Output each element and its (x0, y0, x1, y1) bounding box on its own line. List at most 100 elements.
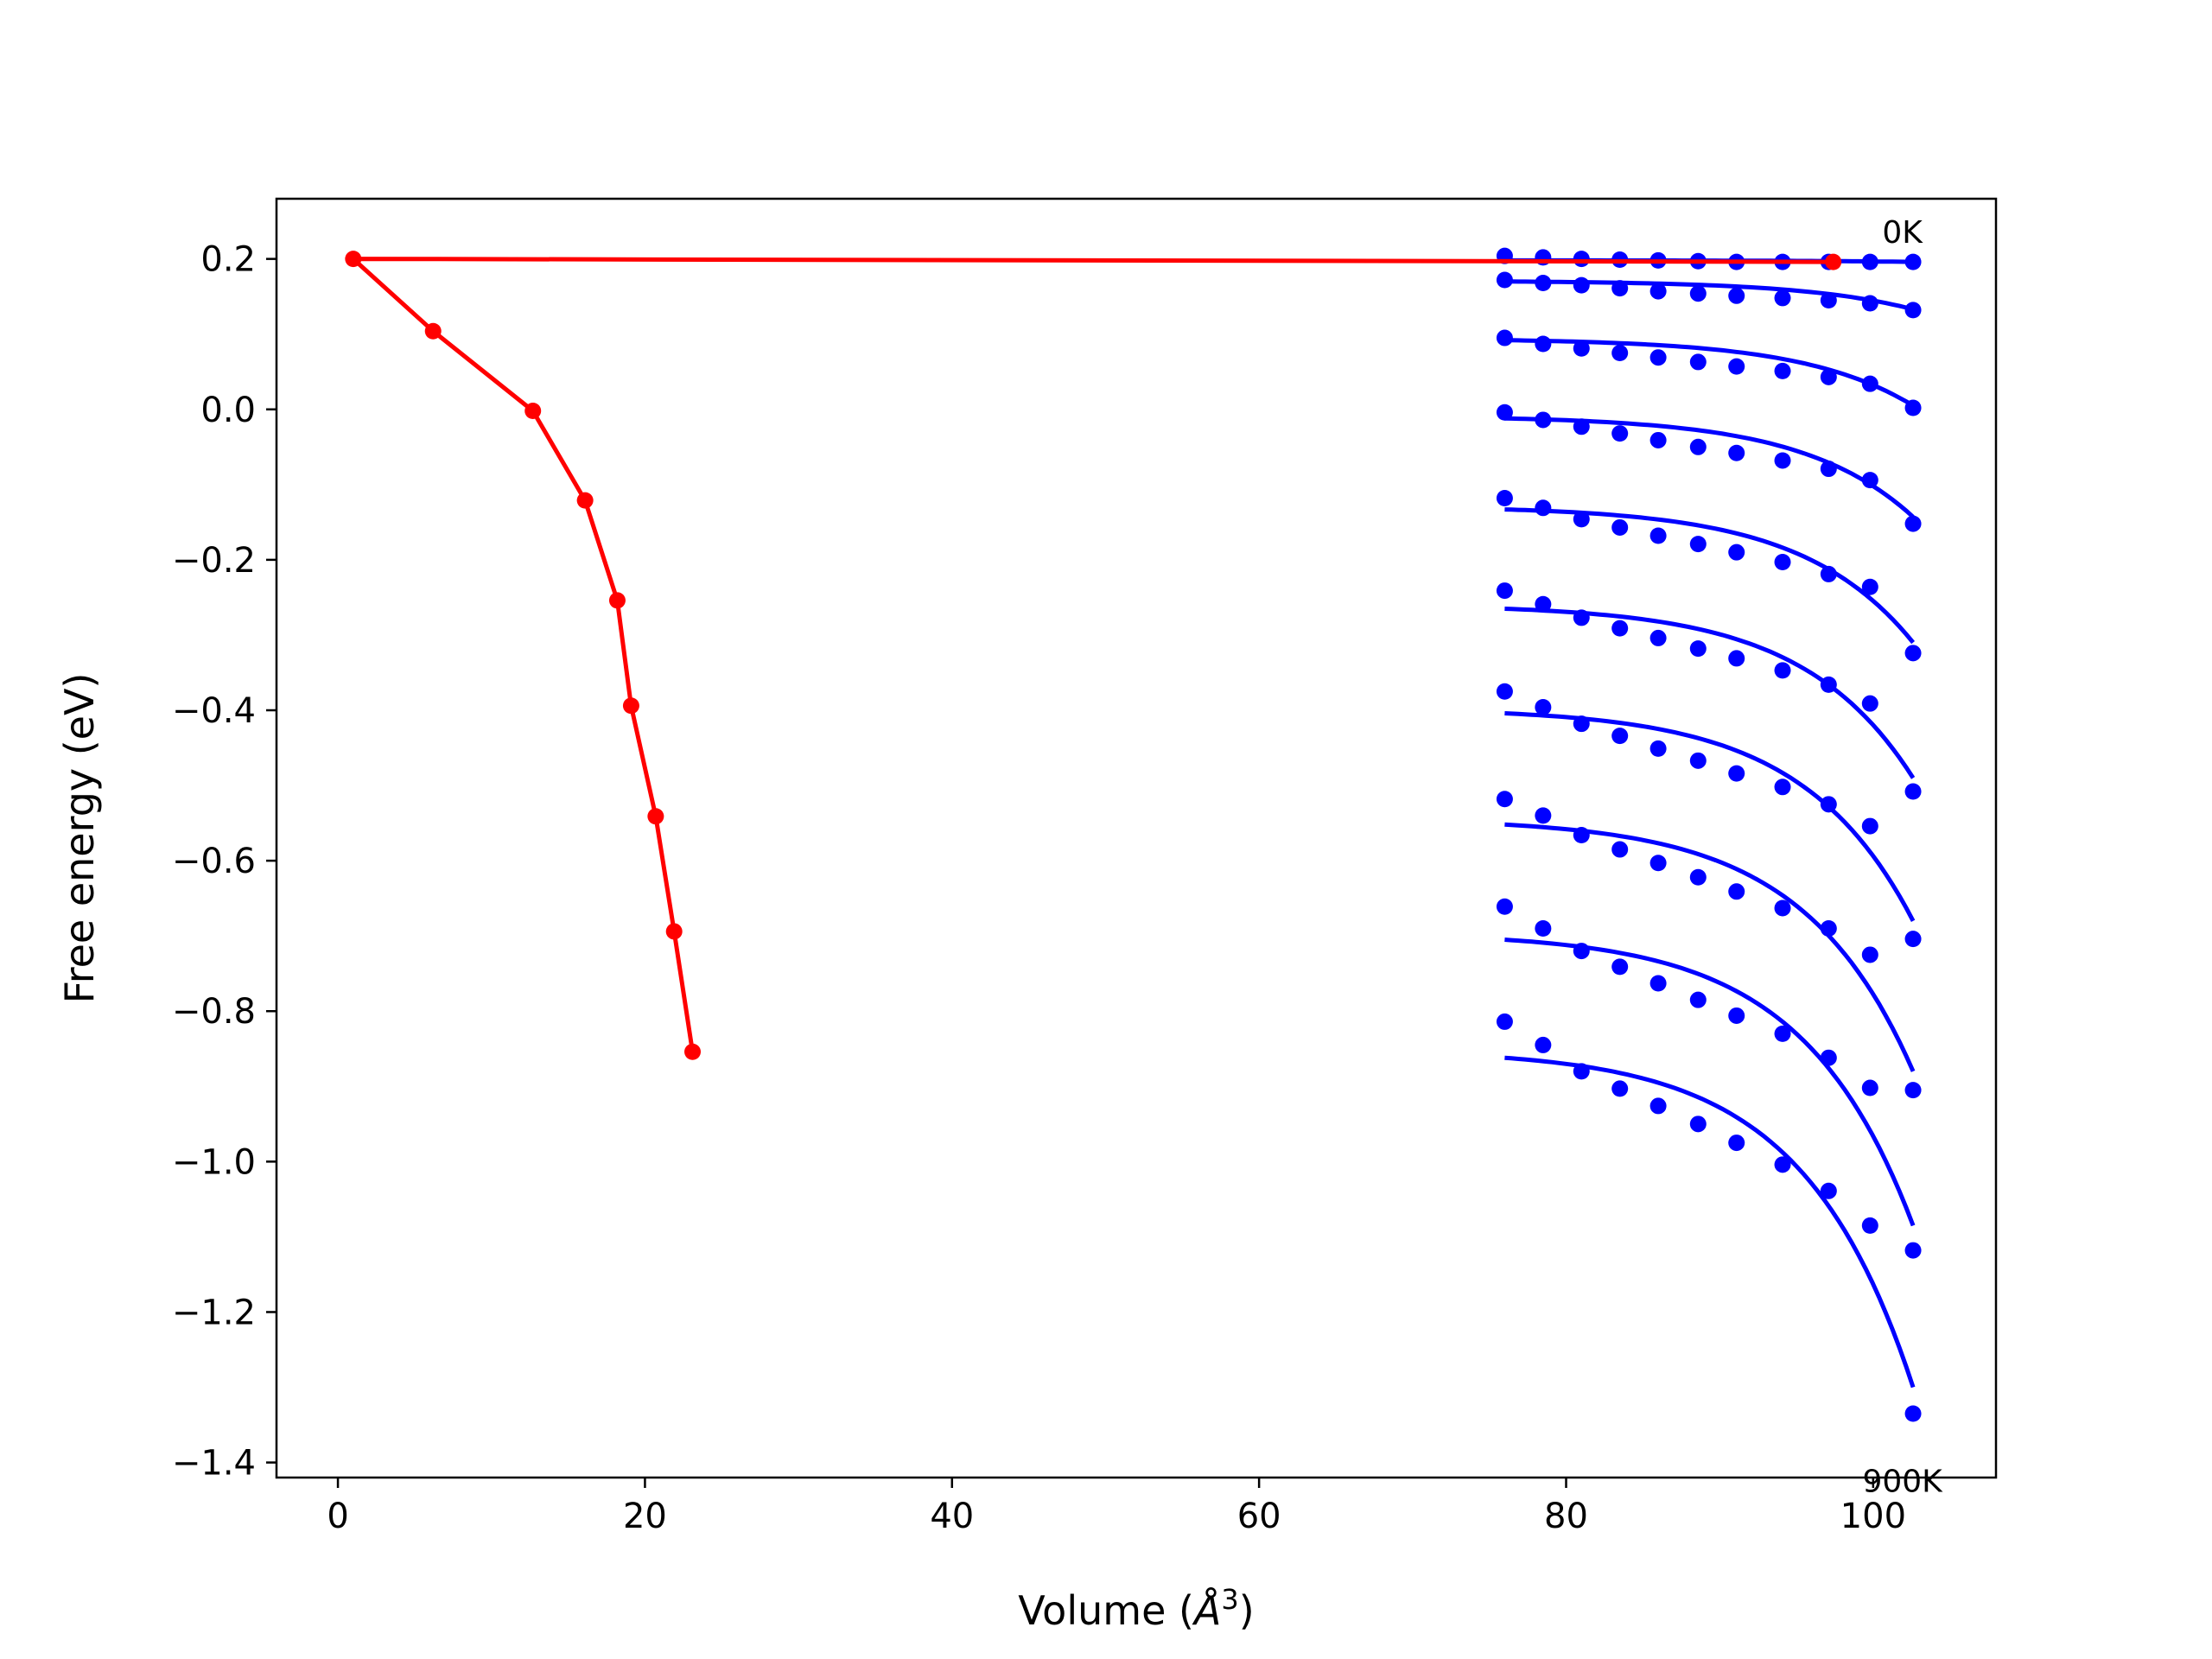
red-path-point-7 (647, 808, 664, 825)
point-s2-7 (1728, 287, 1745, 304)
fit-curve-4 (1504, 416, 1915, 519)
point-s6-9 (1820, 676, 1837, 693)
point-s10-11 (1904, 1405, 1922, 1422)
point-s10-5 (1649, 1097, 1667, 1115)
y-tick-label: −1.0 (172, 1142, 256, 1182)
point-s4-9 (1820, 461, 1837, 478)
point-s8-7 (1728, 883, 1745, 900)
point-s7-7 (1728, 765, 1745, 782)
point-s9-9 (1820, 1049, 1837, 1066)
point-s4-6 (1689, 438, 1707, 455)
point-s5-5 (1649, 527, 1667, 544)
fit-curve-7 (1504, 711, 1916, 922)
point-s9-11 (1904, 1242, 1922, 1259)
x-axis-label: Volume (Å3) (1018, 1583, 1254, 1634)
point-s5-7 (1728, 543, 1745, 561)
y-tick-label: −0.2 (172, 541, 256, 581)
point-s5-10 (1861, 578, 1878, 595)
point-s1-3 (1573, 251, 1590, 268)
red-path-point-6 (622, 697, 639, 715)
point-s2-10 (1861, 295, 1878, 312)
point-s8-2 (1535, 807, 1552, 824)
point-s3-6 (1689, 353, 1707, 371)
point-s8-1 (1496, 791, 1513, 808)
point-s2-2 (1535, 275, 1552, 292)
point-s10-8 (1774, 1156, 1791, 1173)
red-path-point-2 (424, 322, 442, 340)
y-tick-label: 0.2 (200, 240, 256, 280)
point-s5-2 (1535, 499, 1552, 517)
red-path (345, 251, 1842, 1060)
point-s9-1 (1496, 898, 1513, 915)
point-s4-1 (1496, 404, 1513, 421)
point-s8-8 (1774, 899, 1791, 917)
point-s2-4 (1611, 280, 1629, 297)
point-s3-10 (1861, 375, 1878, 392)
point-s8-6 (1689, 868, 1707, 886)
axes-background (276, 199, 1996, 1478)
y-tick-label: −1.4 (172, 1444, 256, 1484)
point-s6-3 (1573, 609, 1590, 626)
point-s4-10 (1861, 472, 1878, 489)
point-s7-6 (1689, 752, 1707, 769)
point-s7-3 (1573, 715, 1590, 733)
point-s10-1 (1496, 1013, 1513, 1030)
point-s9-4 (1611, 958, 1629, 976)
point-s7-4 (1611, 728, 1629, 745)
point-s9-5 (1649, 975, 1667, 992)
x-axis-ticks: 0 20 40 60 80 100 (327, 1478, 1906, 1536)
point-s5-8 (1774, 553, 1791, 570)
red-path-point-10 (1825, 253, 1842, 270)
point-s6-8 (1774, 662, 1791, 679)
point-s6-6 (1689, 640, 1707, 658)
fit-curve-10 (1504, 1055, 1916, 1389)
y-tick-label: −0.4 (172, 691, 256, 731)
point-s4-3 (1573, 418, 1590, 435)
fit-curve-9 (1504, 938, 1916, 1227)
point-s9-3 (1573, 943, 1590, 960)
point-s6-11 (1904, 783, 1922, 800)
red-path-point-8 (665, 923, 683, 940)
point-s2-11 (1904, 302, 1922, 319)
x-tick-label: 60 (1237, 1497, 1281, 1536)
point-s7-5 (1649, 740, 1667, 757)
point-s10-10 (1861, 1217, 1878, 1234)
point-s2-9 (1820, 292, 1837, 309)
red-path-line (351, 257, 1834, 1052)
y-axis-ticks: 0.2 0.0 −0.2 −0.4 −0.6 −0.8 −1.0 −1.2 −1.4 (172, 240, 276, 1484)
data-points (1496, 247, 1922, 1422)
y-tick-label: −0.6 (172, 842, 256, 881)
point-s7-9 (1820, 796, 1837, 813)
point-s3-4 (1611, 344, 1629, 361)
y-tick-label: −1.2 (172, 1293, 256, 1332)
point-s8-3 (1573, 827, 1590, 844)
fit-curve-5 (1504, 507, 1916, 645)
fit-curve-8 (1504, 822, 1916, 1072)
point-s9-7 (1728, 1007, 1745, 1024)
point-s6-7 (1728, 650, 1745, 667)
point-s4-2 (1535, 411, 1552, 429)
point-s5-3 (1573, 511, 1590, 528)
point-s6-1 (1496, 582, 1513, 600)
point-s6-10 (1861, 695, 1878, 712)
annotation-2: 900K (1862, 1464, 1943, 1499)
point-s10-9 (1820, 1182, 1837, 1199)
axes-frame (275, 197, 1998, 1479)
point-s8-4 (1611, 841, 1629, 858)
point-s10-2 (1535, 1036, 1552, 1053)
point-s5-6 (1689, 536, 1707, 553)
x-tick-label: 20 (623, 1497, 667, 1536)
point-s2-5 (1649, 283, 1667, 300)
red-path-point-1 (345, 251, 362, 268)
red-path-point-3 (524, 403, 542, 420)
point-s4-7 (1728, 444, 1745, 461)
x-tick-label: 0 (327, 1497, 348, 1536)
point-s1-11 (1904, 253, 1922, 270)
point-s7-8 (1774, 779, 1791, 796)
x-tick-label: 100 (1840, 1497, 1906, 1536)
point-s6-4 (1611, 620, 1629, 637)
point-s6-5 (1649, 629, 1667, 646)
point-s4-4 (1611, 425, 1629, 442)
point-s9-6 (1689, 991, 1707, 1008)
